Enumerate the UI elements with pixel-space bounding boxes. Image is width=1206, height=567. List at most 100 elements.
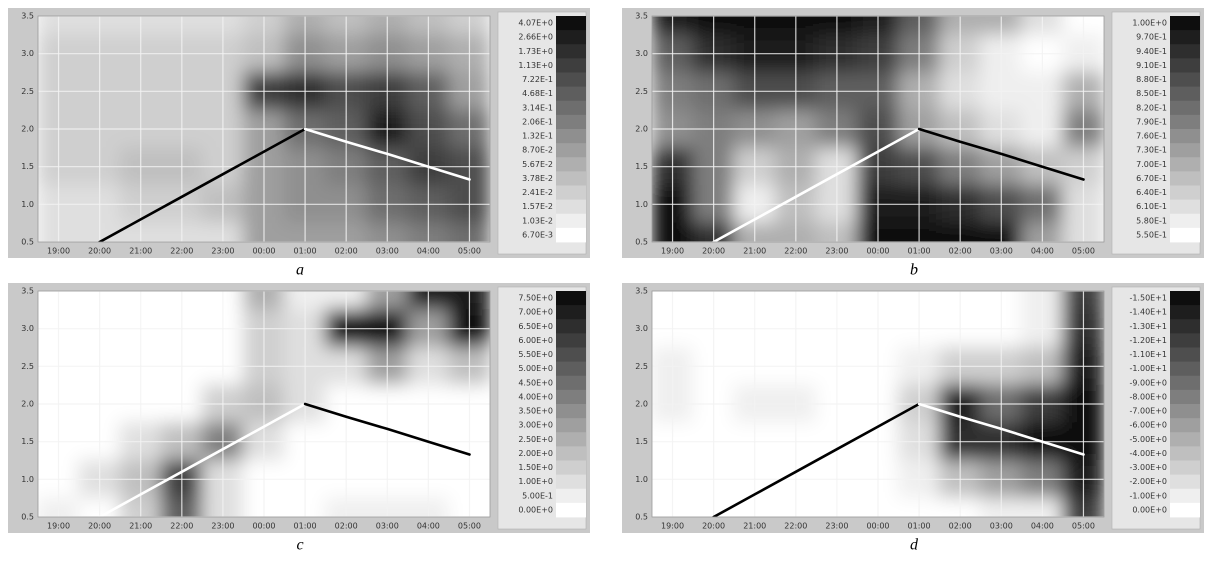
panel: 0.51.01.52.02.53.03.519:0020:0021:0022:0… [622,272,1204,537]
plot-clip [652,272,1105,537]
x-tick-label: 00:00 [252,522,275,531]
y-tick-label: 1.5 [21,162,34,171]
colorbar-swatch [556,503,586,518]
y-tick-label: 2.0 [635,125,648,134]
colorbar-label: -1.50E+1 [1129,294,1167,303]
x-tick-label: 01:00 [294,522,317,531]
colorbar-swatch [1170,291,1200,306]
x-tick-label: 20:00 [702,522,725,531]
x-tick-label: 22:00 [784,522,807,531]
x-tick-label: 21:00 [129,522,152,531]
colorbar-swatch [1170,305,1200,320]
y-tick-label: 2.5 [635,87,648,96]
colorbar-label: 2.66E+0 [518,33,553,42]
colorbar-swatch [1170,87,1200,102]
plot-clip [652,0,1105,261]
colorbar-label: -9.00E+0 [1129,378,1167,387]
colorbar-swatch [556,115,586,130]
y-tick-label: 3.0 [635,324,648,333]
x-tick-label: 19:00 [661,522,684,531]
page: {"chart_data": [ {"type": "heatmap", "la… [0,0,1206,563]
colorbar-swatch [1170,362,1200,377]
x-tick-label: 01:00 [294,247,317,256]
x-tick-label: 22:00 [170,522,193,531]
colorbar-swatch [556,404,586,419]
colorbar-label: 5.00E-1 [522,491,553,500]
colorbar-label: -7.00E+0 [1129,407,1167,416]
colorbar-swatch [556,58,586,73]
y-tick-label: 3.0 [635,49,648,58]
colorbar-label: 8.70E-2 [522,146,553,155]
colorbar-swatch [556,362,586,377]
x-tick-label: 05:00 [458,522,481,531]
colorbar-swatch [1170,475,1200,490]
y-tick-label: 3.5 [635,287,648,296]
x-tick-label: 20:00 [88,247,111,256]
colorbar-swatch [556,157,586,172]
colorbar-label: 8.80E-1 [1136,75,1167,84]
colorbar-label: -8.00E+0 [1129,392,1167,401]
colorbar-swatch [556,461,586,476]
colorbar-swatch [1170,101,1200,116]
colorbar-swatch [1170,319,1200,334]
y-tick-label: 1.5 [635,437,648,446]
colorbar-label: 5.50E-1 [1136,230,1167,239]
colorbar-swatch [1170,348,1200,363]
x-tick-label: 03:00 [990,247,1013,256]
colorbar-label: 6.70E-3 [522,230,553,239]
colorbar-swatch [556,390,586,405]
colorbar-label: -1.10E+1 [1129,350,1167,359]
colorbar-label: 1.00E+0 [1132,19,1167,28]
colorbar-swatch [1170,44,1200,59]
colorbar-label: 7.90E-1 [1136,117,1167,126]
colorbar-swatch [1170,333,1200,348]
colorbar-label: 4.50E+0 [518,378,553,387]
colorbar-swatch [556,200,586,215]
colorbar-swatch [556,319,586,334]
y-tick-label: 1.0 [21,200,34,209]
y-tick-label: 0.5 [21,238,34,247]
y-tick-label: 1.0 [635,200,648,209]
colorbar-swatch [1170,200,1200,215]
colorbar-swatch [556,228,586,243]
x-tick-label: 21:00 [129,247,152,256]
y-tick-label: 1.5 [21,437,34,446]
colorbar-swatch [556,432,586,447]
x-tick-label: 01:00 [908,522,931,531]
colorbar-label: 9.70E-1 [1136,33,1167,42]
colorbar-swatch [1170,461,1200,476]
colorbar-label: -5.00E+0 [1129,435,1167,444]
colorbar-label: 1.32E-1 [522,132,553,141]
colorbar-label: 7.22E-1 [522,75,553,84]
colorbar-swatch [556,129,586,144]
colorbar-swatch [556,101,586,116]
colorbar-swatch [1170,228,1200,243]
colorbar-label: 2.41E-2 [522,188,553,197]
colorbar-label: 2.06E-1 [522,117,553,126]
colorbar-label: 3.14E-1 [522,103,553,112]
colorbar-label: 1.57E-2 [522,202,553,211]
x-tick-label: 22:00 [784,247,807,256]
colorbar-label: 2.50E+0 [518,435,553,444]
x-tick-label: 05:00 [1072,522,1095,531]
colorbar-swatch [1170,390,1200,405]
colorbar-swatch [556,30,586,45]
colorbar-label: -1.30E+1 [1129,322,1167,331]
x-tick-label: 21:00 [743,522,766,531]
colorbar-swatch [556,333,586,348]
colorbar-swatch [1170,376,1200,391]
x-tick-label: 21:00 [743,247,766,256]
colorbar-swatch [1170,30,1200,45]
colorbar-swatch [556,186,586,201]
colorbar-swatch [1170,73,1200,88]
x-tick-label: 23:00 [211,247,234,256]
x-tick-label: 02:00 [949,247,972,256]
y-tick-label: 2.0 [635,400,648,409]
y-tick-label: 3.0 [21,49,34,58]
x-tick-label: 04:00 [1031,522,1054,531]
x-tick-label: 00:00 [866,522,889,531]
colorbar-label: -1.00E+0 [1129,491,1167,500]
y-tick-label: 2.5 [21,87,34,96]
y-tick-label: 0.5 [21,513,34,522]
x-tick-label: 05:00 [1072,247,1095,256]
